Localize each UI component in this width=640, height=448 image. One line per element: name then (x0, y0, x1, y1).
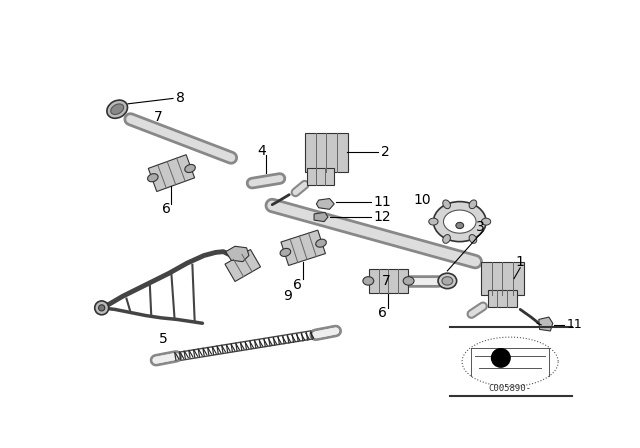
Text: 9: 9 (284, 289, 292, 303)
Ellipse shape (403, 277, 414, 285)
Ellipse shape (185, 164, 195, 172)
Ellipse shape (429, 218, 438, 225)
Polygon shape (539, 317, 553, 331)
Text: 3: 3 (476, 220, 484, 234)
Polygon shape (226, 246, 249, 262)
Ellipse shape (481, 218, 491, 225)
Ellipse shape (442, 277, 452, 285)
Ellipse shape (443, 235, 451, 243)
Text: 7: 7 (154, 110, 163, 124)
Ellipse shape (107, 100, 127, 118)
Ellipse shape (469, 235, 477, 243)
Ellipse shape (280, 248, 291, 256)
Ellipse shape (148, 174, 158, 182)
Ellipse shape (433, 202, 486, 241)
Polygon shape (305, 133, 348, 172)
Text: 6: 6 (292, 278, 301, 292)
Text: 10: 10 (413, 193, 431, 207)
Polygon shape (225, 250, 260, 281)
Ellipse shape (438, 273, 457, 289)
Text: 2: 2 (381, 145, 390, 159)
Ellipse shape (443, 200, 451, 209)
Text: 7: 7 (381, 274, 390, 288)
Text: 8: 8 (176, 90, 185, 105)
Ellipse shape (111, 104, 124, 115)
Polygon shape (481, 263, 524, 295)
Circle shape (492, 349, 510, 367)
Polygon shape (369, 269, 408, 293)
Ellipse shape (316, 239, 326, 247)
Polygon shape (281, 230, 326, 266)
Text: 5: 5 (159, 332, 168, 346)
Text: 4: 4 (257, 144, 266, 158)
Text: 1: 1 (516, 254, 525, 269)
Text: C005890-: C005890- (488, 383, 532, 392)
Text: 6: 6 (163, 202, 172, 216)
Polygon shape (316, 198, 334, 209)
Text: 11: 11 (566, 318, 582, 332)
Polygon shape (488, 290, 517, 307)
Polygon shape (148, 155, 195, 192)
Ellipse shape (469, 200, 477, 209)
Ellipse shape (456, 222, 463, 228)
Polygon shape (314, 212, 328, 222)
Circle shape (99, 305, 105, 311)
Polygon shape (307, 168, 334, 185)
Ellipse shape (444, 210, 476, 233)
Text: 6: 6 (378, 306, 387, 320)
Text: 12: 12 (373, 210, 390, 224)
Ellipse shape (363, 277, 374, 285)
Circle shape (95, 301, 109, 315)
Text: 11: 11 (373, 195, 390, 209)
